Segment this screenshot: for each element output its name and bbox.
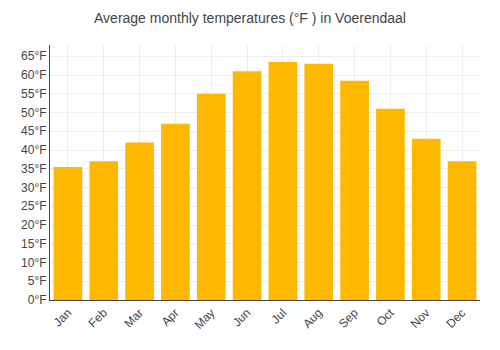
svg-text:35°F: 35°F	[21, 162, 46, 176]
svg-text:65°F: 65°F	[21, 49, 46, 63]
svg-text:20°F: 20°F	[21, 218, 46, 232]
svg-text:May: May	[192, 306, 218, 332]
svg-text:Feb: Feb	[86, 306, 111, 331]
svg-text:Jun: Jun	[230, 306, 254, 330]
svg-text:25°F: 25°F	[21, 199, 46, 213]
svg-text:10°F: 10°F	[21, 256, 46, 270]
svg-text:Nov: Nov	[408, 306, 433, 331]
svg-text:55°F: 55°F	[21, 87, 46, 101]
svg-text:30°F: 30°F	[21, 181, 46, 195]
svg-text:45°F: 45°F	[21, 124, 46, 138]
svg-text:15°F: 15°F	[21, 237, 46, 251]
svg-text:0°F: 0°F	[28, 293, 47, 307]
svg-text:Aug: Aug	[300, 306, 325, 331]
svg-text:40°F: 40°F	[21, 143, 46, 157]
svg-text:Sep: Sep	[336, 306, 361, 331]
svg-text:Jan: Jan	[51, 306, 75, 330]
svg-text:50°F: 50°F	[21, 106, 46, 120]
svg-text:60°F: 60°F	[21, 68, 46, 82]
svg-text:5°F: 5°F	[28, 274, 47, 288]
svg-text:Apr: Apr	[159, 306, 182, 329]
svg-text:Jul: Jul	[269, 306, 290, 327]
svg-text:Average monthly temperatures (: Average monthly temperatures (°F ) in Vo…	[94, 10, 406, 26]
svg-text:Oct: Oct	[374, 305, 398, 329]
svg-text:Mar: Mar	[121, 306, 146, 331]
svg-text:Dec: Dec	[443, 306, 468, 331]
